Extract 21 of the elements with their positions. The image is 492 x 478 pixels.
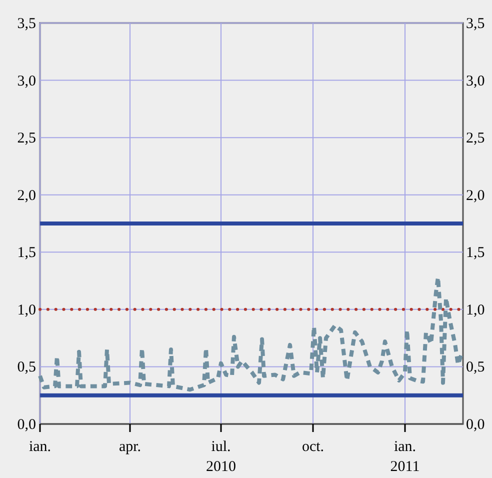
x-tick-label: ian. 2011	[390, 439, 420, 475]
y2-tick-label: 3,0	[466, 73, 485, 90]
y2-tick-label: 2,0	[466, 188, 485, 204]
x-tick-label: apr.	[118, 439, 142, 455]
y2-tick-label: 0,0	[466, 417, 485, 433]
y-tick-label: 3,0	[17, 73, 36, 90]
y2-tick-label: 1,0	[466, 302, 485, 318]
x-tick-label: iul. 2010	[206, 439, 236, 475]
y-tick-label: 3,5	[17, 16, 36, 32]
y2-tick-label: 1,5	[466, 245, 485, 262]
y2-tick-label: 2,5	[466, 130, 485, 147]
y-tick-label: 0,5	[17, 360, 36, 376]
y-tick-label: 1,0	[17, 302, 36, 318]
y-tick-label: 1,5	[17, 245, 36, 262]
y2-tick-label: 0,5	[466, 360, 485, 376]
y-tick-label: 2,5	[17, 130, 36, 147]
x-tick-label: oct.	[302, 439, 324, 455]
y2-tick-label: 3,5	[466, 16, 485, 32]
y-tick-label: 2,0	[17, 188, 36, 204]
y-tick-label: 0,0	[17, 417, 36, 433]
x-tick-label: ian.	[28, 439, 52, 455]
